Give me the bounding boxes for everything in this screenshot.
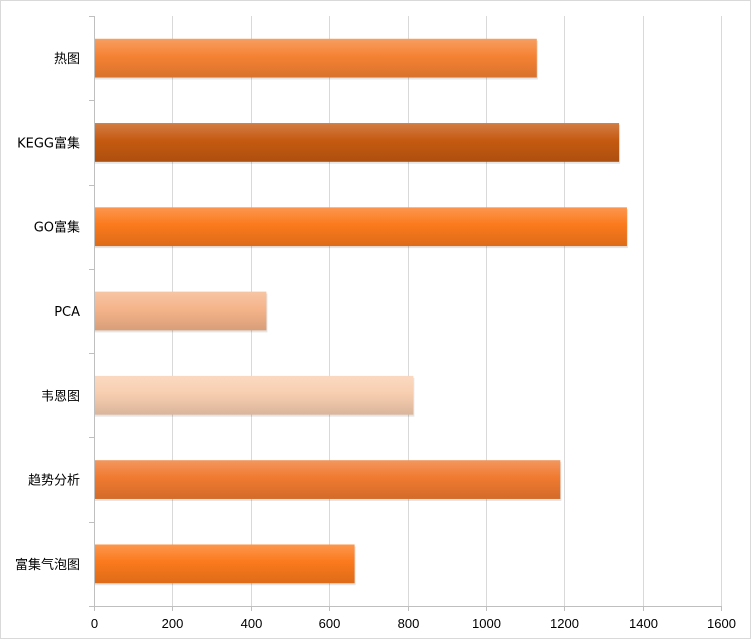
category-label: GO富集 — [34, 220, 80, 236]
x-tick-label: 0 — [91, 616, 98, 631]
category-label: 趋势分析 — [28, 473, 80, 489]
x-tick-label: 1000 — [472, 616, 501, 631]
category-label: PCA — [54, 305, 80, 320]
category-label: KEGG富集 — [17, 135, 80, 151]
labels: 0 200 400 600 800 1000 1200 1400 1600 热图 KEGG富集 GO富… — [15, 52, 736, 631]
gridlines — [172, 16, 722, 606]
bar-6 — [94, 460, 561, 499]
category-label: 韦恩图 — [41, 389, 80, 404]
bar-7 — [94, 544, 355, 584]
x-tick-label: 1400 — [629, 616, 658, 631]
x-tick-label: 800 — [398, 616, 420, 631]
bar-5 — [94, 375, 414, 415]
x-tick-label: 1200 — [550, 616, 579, 631]
x-tick-label: 600 — [319, 616, 341, 631]
bar-1 — [94, 38, 537, 78]
bar-3 — [94, 207, 627, 247]
category-label: 热图 — [54, 52, 80, 67]
category-label: 富集气泡图 — [15, 557, 80, 573]
axes — [89, 16, 722, 611]
bar-4 — [94, 291, 267, 331]
bars — [94, 38, 628, 586]
x-tick-label: 400 — [241, 616, 263, 631]
x-tick-label: 1600 — [707, 616, 736, 631]
bar-2 — [94, 123, 620, 162]
x-tick-label: 200 — [162, 616, 184, 631]
